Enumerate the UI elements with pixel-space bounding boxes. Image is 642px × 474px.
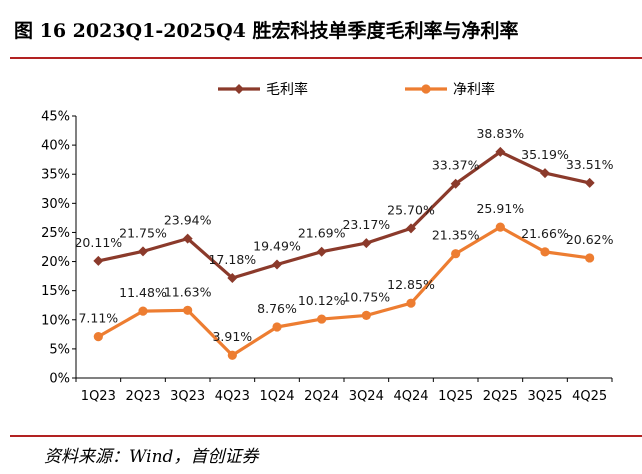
gross-margin-data-label: 25.70%	[387, 202, 435, 217]
net-margin-point	[451, 249, 461, 259]
net-margin-point	[495, 222, 505, 232]
margin-line-chart: 0% 5% 10% 15% 20% 25% 30% 35% 40% 45% 1Q23 2Q23 3Q23…	[41, 81, 614, 404]
net-margin-point	[227, 350, 237, 360]
figure-title: 图 16 2023Q1-2025Q4 胜宏科技单季度毛利率与净利率	[14, 20, 519, 42]
gross-margin-point	[316, 246, 327, 257]
y-tick-label: 45%	[41, 110, 70, 125]
x-tick-label: 3Q24	[349, 389, 384, 404]
y-tick-label: 10%	[41, 313, 70, 328]
gross-margin-point	[495, 146, 506, 157]
net-margin-data-label: 11.63%	[164, 284, 212, 299]
net-margin-data-label: 10.75%	[342, 289, 390, 304]
x-tick-label: 2Q25	[483, 389, 518, 404]
gross-margin-data-label: 21.69%	[298, 226, 346, 241]
net-margin-point	[93, 332, 103, 342]
net-margin-point	[585, 253, 595, 263]
gross-margin-data-label: 33.51%	[566, 157, 614, 172]
net-margin-data-label: 8.76%	[257, 301, 297, 316]
net-margin-data-label: 21.35%	[432, 228, 480, 243]
gross-margin-point	[138, 246, 148, 257]
net-margin-point	[540, 247, 550, 257]
x-tick-label: 1Q25	[438, 389, 473, 404]
x-tick-label: 4Q24	[393, 389, 428, 404]
gross-margin-point	[406, 223, 416, 234]
x-tick-label: 4Q23	[215, 389, 250, 404]
gross-margin-point	[93, 255, 104, 266]
net-margin-point	[361, 310, 371, 321]
x-tick-label: 3Q25	[527, 389, 562, 404]
source-note: 资料来源：Wind，首创证券	[44, 447, 259, 467]
net-margin-point	[138, 306, 148, 316]
x-tick-label: 2Q23	[125, 389, 160, 404]
y-tick-label: 25%	[41, 226, 70, 241]
net-margin-data-label: 21.66%	[521, 226, 569, 241]
gross-margin-point	[227, 272, 238, 283]
gross-margin-point	[450, 178, 461, 189]
net-margin-data-label: 11.48%	[119, 285, 167, 300]
gross-margin-point	[540, 168, 550, 179]
net-margin-series-line	[96, 225, 592, 357]
net-margin-point	[317, 314, 327, 324]
gross-margin-point	[584, 177, 595, 188]
gross-margin-data-label: 38.83%	[476, 126, 524, 141]
net-margin-data-label: 10.12%	[298, 293, 346, 308]
chart-area: 0% 5% 10% 15% 20% 25% 30% 35% 40% 45% 1Q23 2Q23 3Q23…	[0, 60, 642, 430]
title-divider	[10, 57, 642, 59]
net-margin-legend-label: 净利率	[453, 81, 495, 98]
net-margin-data-label: 20.62%	[566, 232, 614, 247]
net-margin-data-label: 12.85%	[387, 277, 435, 292]
gross-margin-data-label: 21.75%	[119, 225, 167, 240]
net-margin-legend-marker	[421, 84, 431, 94]
gross-margin-data-label: 23.17%	[342, 217, 390, 232]
net-margin-point	[272, 322, 282, 332]
gross-margin-data-label: 20.11%	[74, 235, 122, 250]
gross-margin-legend-marker	[234, 84, 244, 94]
source-divider	[10, 435, 642, 437]
y-tick-label: 0%	[49, 372, 70, 387]
gross-margin-legend-label: 毛利率	[266, 81, 308, 98]
y-tick-label: 35%	[41, 168, 70, 183]
x-tick-label: 1Q24	[259, 389, 294, 404]
net-margin-point	[183, 305, 193, 315]
x-tick-label: 3Q23	[170, 389, 205, 404]
x-tick-label: 2Q24	[304, 389, 339, 404]
gross-margin-data-label: 19.49%	[253, 239, 301, 254]
gross-margin-data-label: 35.19%	[521, 147, 569, 162]
gross-margin-data-label: 23.94%	[164, 213, 212, 228]
y-tick-label: 40%	[41, 139, 70, 154]
gross-margin-data-label: 33.37%	[432, 158, 480, 173]
gross-margin-series-line	[96, 150, 592, 280]
gross-margin-point	[182, 233, 193, 244]
gross-margin-point	[361, 238, 372, 249]
y-tick-label: 20%	[41, 255, 70, 270]
y-tick-label: 15%	[41, 284, 70, 299]
net-margin-point	[406, 298, 416, 308]
gross-margin-data-label: 17.18%	[208, 252, 256, 267]
x-tick-label: 1Q23	[81, 389, 116, 404]
net-margin-data-label: 3.91%	[212, 329, 252, 344]
y-tick-label: 5%	[49, 342, 70, 357]
x-tick-label: 4Q25	[572, 389, 607, 404]
y-tick-label: 30%	[41, 197, 70, 212]
gross-margin-point	[272, 259, 282, 270]
net-margin-data-label: 25.91%	[476, 201, 524, 216]
net-margin-data-label: 7.11%	[78, 311, 118, 326]
